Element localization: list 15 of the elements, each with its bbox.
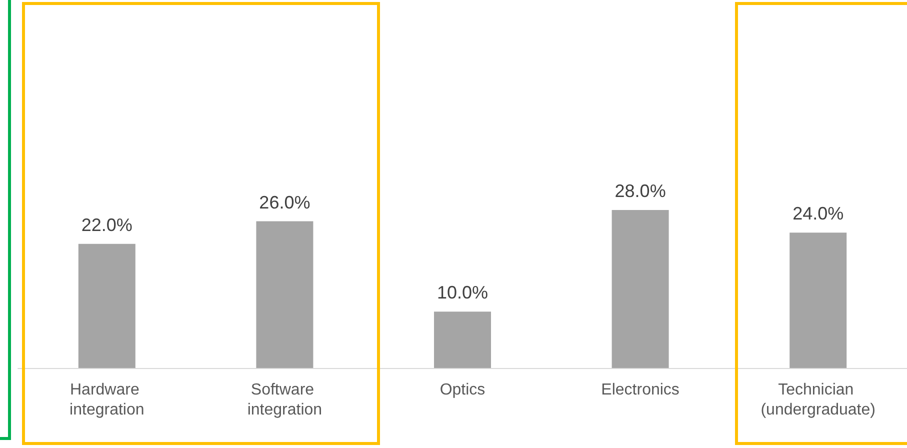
bar	[256, 221, 314, 368]
data-label: 26.0%	[259, 192, 310, 212]
data-label: 22.0%	[81, 214, 132, 235]
x-tick-label: Electronics	[601, 382, 680, 398]
x-tick-label: Technician (undergraduate)	[760, 382, 876, 418]
bar	[78, 244, 136, 368]
x-tick-label: Software integration	[247, 382, 322, 418]
bar	[612, 210, 669, 368]
data-label: 28.0%	[614, 181, 666, 201]
bar	[434, 312, 491, 368]
x-tick-label: Hardware integration	[70, 382, 144, 418]
data-label: 10.0%	[436, 282, 488, 303]
bar	[790, 232, 847, 368]
data-label: 24.0%	[792, 204, 844, 224]
x-tick-label: Optics	[440, 382, 486, 398]
